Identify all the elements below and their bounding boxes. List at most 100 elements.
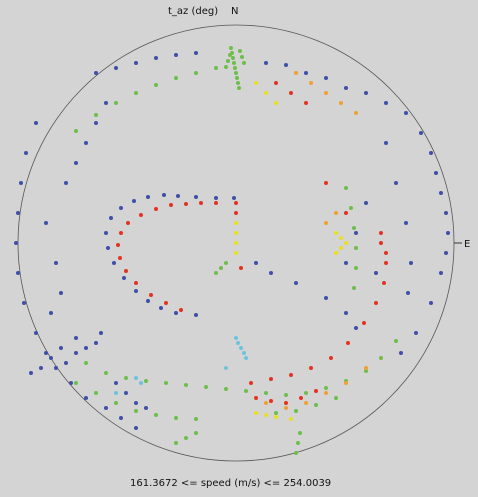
scatter-point-green (164, 381, 168, 385)
north-label: N (231, 6, 238, 17)
scatter-point-cyan (224, 366, 228, 370)
scatter-point-green (224, 387, 228, 391)
scatter-point-red (299, 396, 303, 400)
scatter-point-green (194, 431, 198, 435)
scatter-point-blue (434, 171, 438, 175)
scatter-point-green (236, 81, 240, 85)
scatter-point-blue (109, 216, 113, 220)
scatter-point-blue (254, 261, 258, 265)
scatter-point-blue (374, 271, 378, 275)
scatter-point-orange (324, 391, 328, 395)
scatter-point-orange (309, 81, 313, 85)
scatter-point-blue (54, 261, 58, 265)
scatter-point-cyan (236, 341, 240, 345)
scatter-point-yellow (234, 221, 238, 225)
scatter-point-blue (174, 53, 178, 57)
scatter-point-green (242, 61, 246, 65)
scatter-point-red (126, 221, 130, 225)
scatter-point-red (149, 293, 153, 297)
scatter-point-blue (174, 311, 178, 315)
scatter-point-blue (124, 391, 128, 395)
scatter-point-blue (114, 66, 118, 70)
scatter-point-blue (429, 151, 433, 155)
scatter-point-green (226, 59, 230, 63)
scatter-point-orange (294, 71, 298, 75)
scatter-point-red (139, 213, 143, 217)
scatter-point-blue (49, 356, 53, 360)
scatter-point-orange (364, 366, 368, 370)
scatter-point-green (194, 417, 198, 421)
scatter-point-blue (69, 381, 73, 385)
scatter-point-blue (394, 181, 398, 185)
scatter-point-blue (119, 206, 123, 210)
scatter-point-green (232, 61, 236, 65)
scatter-point-blue (384, 101, 388, 105)
scatter-point-green (194, 71, 198, 75)
scatter-point-green (229, 46, 233, 50)
scatter-point-red (384, 251, 388, 255)
scatter-point-blue (64, 181, 68, 185)
scatter-point-blue (194, 313, 198, 317)
scatter-point-cyan (134, 376, 138, 380)
scatter-point-red (269, 399, 273, 403)
scatter-point-blue (44, 221, 48, 225)
scatter-point-green (234, 71, 238, 75)
scatter-point-green (394, 339, 398, 343)
scatter-point-yellow (274, 415, 278, 419)
scatter-point-green (144, 379, 148, 383)
scatter-point-green (154, 413, 158, 417)
scatter-point-blue (104, 101, 108, 105)
scatter-point-orange (324, 221, 328, 225)
scatter-point-blue (16, 271, 20, 275)
scatter-point-orange (354, 111, 358, 115)
scatter-point-green (74, 129, 78, 133)
scatter-point-green (324, 386, 328, 390)
scatter-point-yellow (234, 251, 238, 255)
scatter-point-blue (134, 426, 138, 430)
scatter-point-green (124, 376, 128, 380)
scatter-point-blue (194, 51, 198, 55)
scatter-point-green (204, 385, 208, 389)
scatter-point-blue (84, 396, 88, 400)
east-label: E (464, 239, 470, 250)
scatter-point-blue (404, 111, 408, 115)
scatter-point-green (352, 226, 356, 230)
scatter-point-blue (59, 291, 63, 295)
scatter-point-green (224, 261, 228, 265)
scatter-point-blue (94, 341, 98, 345)
scatter-point-blue (446, 231, 450, 235)
scatter-point-blue (122, 276, 126, 280)
scatter-point-red (169, 203, 173, 207)
scatter-point-green (174, 416, 178, 420)
scatter-point-cyan (114, 391, 118, 395)
scatter-point-red (214, 201, 218, 205)
scatter-point-blue (419, 131, 423, 135)
scatter-point-yellow (264, 413, 268, 417)
scatter-point-red (154, 207, 158, 211)
scatter-point-green (294, 409, 298, 413)
scatter-point-green (298, 431, 302, 435)
scatter-point-red (374, 301, 378, 305)
scatter-point-red (234, 211, 238, 215)
scatter-point-green (294, 451, 298, 455)
scatter-point-orange (334, 211, 338, 215)
scatter-point-green (244, 389, 248, 393)
scatter-point-blue (114, 381, 118, 385)
scatter-point-green (114, 101, 118, 105)
scatter-point-blue (84, 346, 88, 350)
scatter-point-green (134, 91, 138, 95)
scatter-point-green (284, 393, 288, 397)
scatter-point-red (289, 373, 293, 377)
scatter-point-blue (162, 193, 166, 197)
scatter-point-orange (304, 401, 308, 405)
scatter-point-red (329, 356, 333, 360)
scatter-point-blue (294, 281, 298, 285)
scatter-point-yellow (264, 91, 268, 95)
scatter-point-blue (29, 371, 33, 375)
scatter-point-blue (406, 291, 410, 295)
scatter-point-red (344, 211, 348, 215)
scatter-point-red (274, 81, 278, 85)
scatter-point-yellow (254, 411, 258, 415)
scatter-point-red (382, 281, 386, 285)
